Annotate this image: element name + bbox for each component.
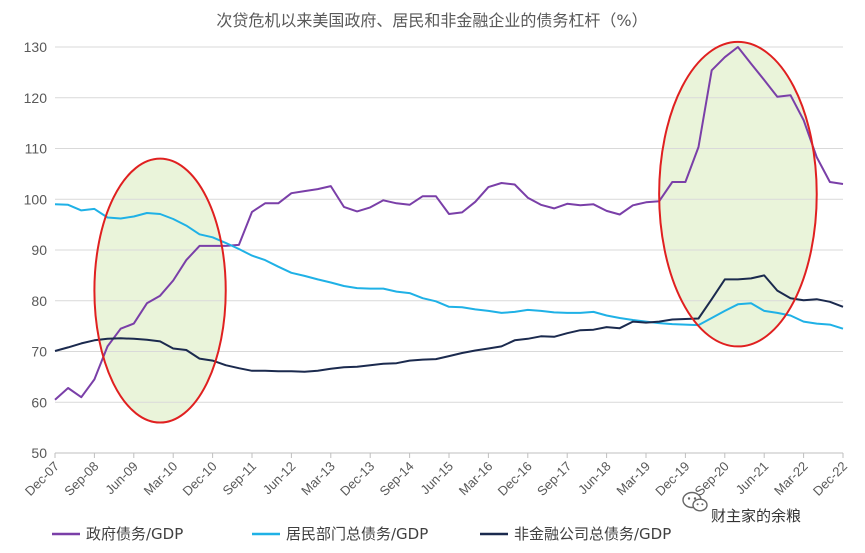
watermark-text: 财主家的余粮 [711,507,801,525]
x-tick-label: Jun-21 [733,459,772,498]
y-tick-label: 110 [25,141,48,157]
legend-label-1: 政府债务/GDP [86,525,183,543]
x-tick-label: Dec-19 [652,459,692,499]
series-line-2 [54,203,844,330]
x-tick-label: Mar-16 [456,459,496,499]
y-tick-label: 80 [31,293,47,309]
series-layer [54,46,844,401]
x-tick-label: Mar-22 [771,459,811,499]
series-line-1 [54,46,844,401]
watermark: 财主家的余粮 [682,491,801,525]
x-tick-label: Jun-15 [417,459,456,498]
chart-title: 次贷危机以来美国政府、居民和非金融企业的债务杠杆（%） [216,11,647,30]
highlight-ellipse-2 [658,40,818,348]
x-tick-label: Sep-17 [534,459,574,499]
x-tick-label: Dec-22 [810,459,850,499]
annotation-layer [94,41,817,423]
x-tick-label: Dec-16 [495,459,535,499]
legend: 政府债务/GDP 居民部门总债务/GDP 非金融公司总债务/GDP [52,525,671,543]
x-tick-label: Mar-10 [141,459,181,499]
y-tick-label: 60 [31,394,47,410]
y-tick-label: 130 [24,39,48,55]
x-tick-label: Dec-13 [337,459,377,499]
x-tick-label: Mar-19 [613,459,653,499]
series-line-3 [54,274,844,373]
y-tick-label: 70 [31,344,47,360]
highlight-ellipse-fill-1 [94,158,226,423]
x-tick-label: Jun-09 [102,459,141,498]
highlight-ellipse-1 [93,157,227,424]
x-tick-label: Dec-10 [179,459,219,499]
wechat-icon [682,491,708,512]
x-tick-label: Sep-14 [376,459,416,499]
x-tick-label: Sep-11 [220,459,260,499]
x-tick-label: Sep-08 [61,459,101,499]
x-tick-label: Jun-12 [260,459,299,498]
x-tick-label: Dec-07 [22,459,62,499]
x-tick-label: Jun-18 [575,459,614,498]
y-tick-label: 120 [24,90,48,106]
x-tick-label: Sep-20 [692,459,732,499]
y-tick-label: 100 [24,191,48,207]
highlight-ellipse-fill-2 [659,41,817,347]
legend-label-3: 非金融公司总债务/GDP [514,525,671,543]
y-tick-label: 90 [31,242,47,258]
y-tick-label: 50 [31,445,47,461]
legend-label-2: 居民部门总债务/GDP [286,525,428,543]
annotation-outline-layer [93,40,818,424]
x-tick-label: Mar-13 [298,459,338,499]
